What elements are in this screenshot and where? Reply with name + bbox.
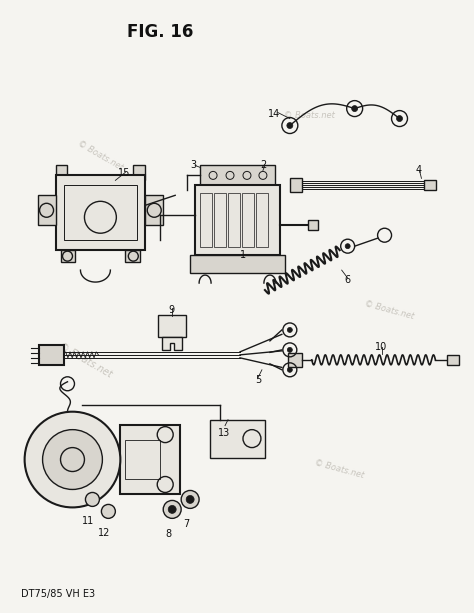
Polygon shape	[190, 255, 285, 273]
Circle shape	[287, 348, 292, 352]
Text: 10: 10	[374, 342, 387, 352]
Polygon shape	[424, 180, 437, 191]
Polygon shape	[195, 185, 280, 255]
Text: 4: 4	[416, 166, 421, 175]
Circle shape	[209, 172, 217, 180]
Polygon shape	[210, 420, 265, 457]
Text: 6: 6	[345, 275, 351, 285]
Polygon shape	[145, 196, 163, 225]
Polygon shape	[133, 166, 145, 180]
Circle shape	[85, 492, 100, 506]
Circle shape	[243, 172, 251, 180]
Polygon shape	[158, 315, 186, 337]
Text: 9: 9	[168, 305, 174, 315]
Text: 7: 7	[183, 519, 189, 530]
Polygon shape	[37, 196, 55, 225]
Text: 8: 8	[165, 530, 171, 539]
Polygon shape	[61, 250, 75, 262]
Circle shape	[101, 504, 115, 519]
Polygon shape	[308, 220, 318, 230]
Polygon shape	[162, 337, 182, 350]
Polygon shape	[55, 166, 67, 180]
Circle shape	[287, 367, 292, 372]
Circle shape	[181, 490, 199, 508]
Text: DT75/85 VH E3: DT75/85 VH E3	[21, 589, 95, 599]
Text: © Boats.net: © Boats.net	[284, 111, 335, 120]
Circle shape	[168, 505, 176, 514]
Text: 11: 11	[82, 516, 94, 527]
Circle shape	[61, 447, 84, 471]
Text: 15: 15	[118, 169, 131, 178]
Circle shape	[226, 172, 234, 180]
Polygon shape	[125, 250, 140, 262]
Text: © Boats.net: © Boats.net	[57, 341, 114, 379]
Circle shape	[287, 123, 293, 129]
Text: 1: 1	[240, 250, 246, 260]
Circle shape	[287, 327, 292, 332]
Text: © Boats.net: © Boats.net	[364, 299, 415, 321]
Text: FIG. 16: FIG. 16	[127, 23, 193, 41]
Circle shape	[186, 495, 194, 503]
Circle shape	[259, 172, 267, 180]
Circle shape	[345, 244, 350, 249]
Text: 12: 12	[98, 528, 110, 538]
Polygon shape	[447, 355, 459, 365]
Text: 13: 13	[218, 428, 230, 438]
Text: © Boats.net: © Boats.net	[314, 459, 365, 481]
Polygon shape	[55, 175, 145, 250]
Polygon shape	[288, 353, 302, 367]
Text: 14: 14	[268, 109, 280, 118]
Circle shape	[163, 500, 181, 519]
Text: 3: 3	[190, 161, 196, 170]
Circle shape	[43, 430, 102, 489]
Text: © Boats.net: © Boats.net	[76, 139, 125, 172]
Text: 2: 2	[260, 161, 266, 170]
Polygon shape	[38, 345, 64, 365]
Circle shape	[25, 412, 120, 508]
Polygon shape	[120, 425, 180, 495]
Polygon shape	[290, 178, 302, 192]
Text: 5: 5	[255, 375, 261, 385]
Circle shape	[397, 116, 402, 121]
Circle shape	[352, 105, 358, 112]
Polygon shape	[200, 166, 275, 188]
